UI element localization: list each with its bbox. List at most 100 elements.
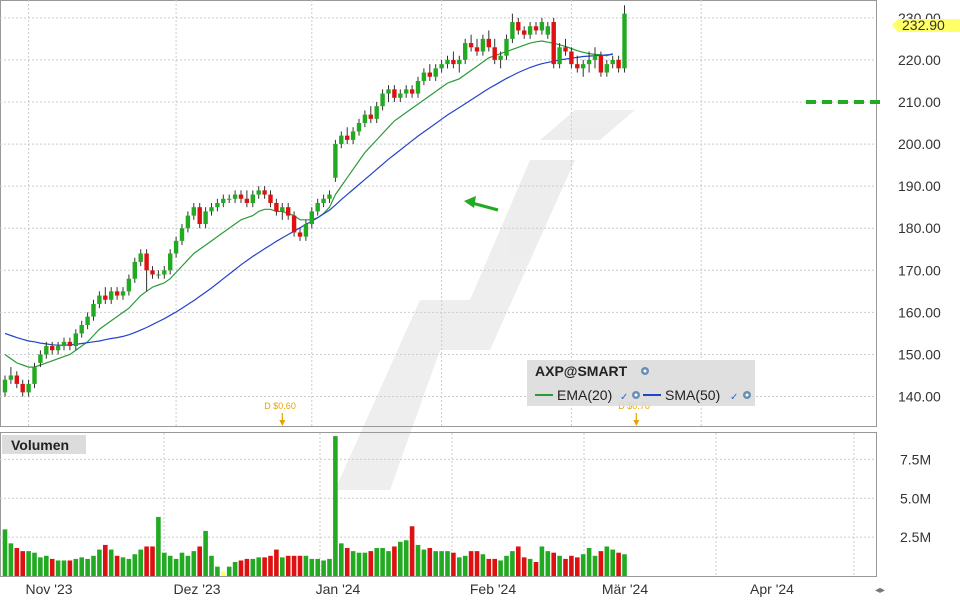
candle-body	[557, 47, 562, 65]
volume-bar	[144, 546, 149, 576]
volume-bar	[409, 526, 415, 576]
volume-bar	[315, 558, 320, 576]
volume-bar	[551, 552, 556, 576]
candle-body	[374, 106, 379, 119]
candle-body	[362, 114, 368, 124]
candle	[350, 127, 356, 145]
sma-line	[4, 53, 613, 346]
candle-body	[463, 43, 468, 60]
volume-bar	[327, 558, 332, 576]
candle	[445, 55, 450, 69]
volume-bar	[185, 555, 191, 576]
legend-ema-settings-icon[interactable]	[632, 391, 640, 399]
volume-bar	[209, 555, 214, 576]
candle	[398, 89, 403, 102]
candle-body	[404, 89, 409, 94]
volume-bar	[297, 555, 303, 576]
scroll-right-icon[interactable]: ◂▸	[875, 585, 885, 596]
volume-bar	[480, 554, 486, 576]
candle-body	[563, 47, 568, 52]
candle-body	[262, 190, 267, 195]
price-tick-label: 200.00	[898, 136, 941, 152]
candle-body	[569, 51, 574, 65]
candle-body	[197, 207, 202, 225]
candle-body	[79, 325, 84, 334]
candle-body	[345, 135, 350, 140]
symbol-settings-icon[interactable]	[641, 367, 649, 375]
candle	[79, 320, 84, 338]
candle	[557, 43, 562, 69]
price-tick-label: 190.00	[898, 178, 941, 194]
volume-bar	[85, 558, 90, 576]
candle-body	[480, 38, 486, 52]
candle-body	[55, 346, 61, 351]
legend-sma-settings-icon[interactable]	[743, 391, 751, 399]
legend-sma-check-icon[interactable]: ✓	[730, 392, 738, 403]
candle-body	[85, 316, 90, 326]
volume-bar	[203, 530, 208, 576]
dividend-arrow	[633, 420, 640, 426]
candle	[168, 249, 173, 275]
candle-body	[527, 26, 533, 35]
price-tick-label: 170.00	[898, 262, 941, 278]
volume-bar	[462, 555, 468, 576]
candle	[404, 85, 409, 98]
candle	[44, 341, 49, 359]
candle-body	[504, 38, 509, 56]
candle	[274, 198, 279, 216]
volume-tick-label: 2.5M	[900, 529, 931, 545]
volume-bar	[2, 529, 8, 576]
candle-body	[622, 13, 627, 69]
candle	[221, 194, 226, 208]
volume-bar	[114, 555, 120, 576]
candle-body	[73, 333, 78, 347]
volume-bar	[386, 551, 391, 576]
price-tick-label: 220.00	[898, 52, 941, 68]
volume-bar	[274, 549, 279, 576]
candle-body	[274, 202, 279, 212]
candle	[474, 38, 480, 56]
candle-body	[150, 270, 155, 275]
candle-body	[185, 215, 191, 229]
volume-bar	[108, 549, 114, 576]
volume-bar	[73, 558, 79, 576]
volume-bar	[616, 552, 621, 576]
candle	[492, 38, 497, 65]
volume-bar	[244, 558, 250, 576]
volume-bar	[20, 551, 25, 576]
candle	[504, 34, 509, 60]
candle-body	[61, 341, 67, 347]
symbol-label: AXP@SMART	[535, 363, 628, 379]
candle	[380, 89, 385, 111]
volume-bar	[162, 552, 167, 576]
candle	[262, 186, 267, 199]
candle-body	[103, 295, 108, 300]
candle-body	[286, 207, 291, 216]
candle-body	[173, 240, 179, 254]
volume-bar	[604, 546, 610, 576]
volume-bar	[368, 551, 374, 576]
legend-ema-check-icon[interactable]: ✓	[620, 392, 628, 403]
candle	[150, 266, 155, 279]
candle-body	[468, 43, 474, 48]
candle-body	[445, 59, 450, 65]
volume-bar	[445, 551, 450, 576]
candle	[421, 68, 427, 86]
candle-body	[209, 207, 214, 212]
candle-body	[551, 22, 556, 65]
candle	[622, 5, 627, 73]
volume-bar	[516, 546, 521, 576]
volume-bar	[91, 555, 96, 576]
candle-body	[309, 211, 314, 225]
volume-bar	[486, 558, 492, 576]
candle	[321, 194, 326, 208]
candle-body	[138, 253, 143, 262]
volume-bar	[356, 552, 362, 576]
candle-body	[120, 291, 126, 296]
price-tick-label: 140.00	[898, 389, 941, 405]
candle-body	[492, 47, 497, 60]
x-tick-label: Mär '24	[602, 581, 648, 597]
candle	[227, 194, 232, 203]
candle	[604, 59, 609, 77]
